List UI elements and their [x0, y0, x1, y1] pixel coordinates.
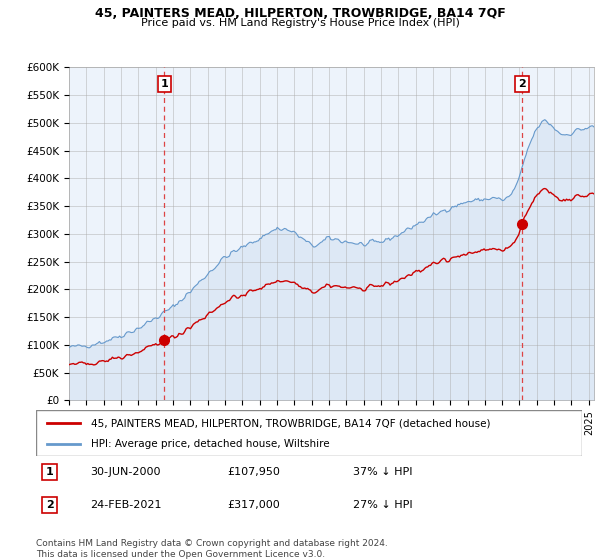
Text: Contains HM Land Registry data © Crown copyright and database right 2024.
This d: Contains HM Land Registry data © Crown c…: [36, 539, 388, 559]
Text: 30-JUN-2000: 30-JUN-2000: [91, 467, 161, 477]
Text: 2: 2: [518, 79, 526, 89]
Text: 37% ↓ HPI: 37% ↓ HPI: [353, 467, 412, 477]
Text: 1: 1: [160, 79, 168, 89]
Text: Price paid vs. HM Land Registry's House Price Index (HPI): Price paid vs. HM Land Registry's House …: [140, 18, 460, 28]
Text: 45, PAINTERS MEAD, HILPERTON, TROWBRIDGE, BA14 7QF (detached house): 45, PAINTERS MEAD, HILPERTON, TROWBRIDGE…: [91, 418, 490, 428]
Text: 2: 2: [46, 500, 53, 510]
Text: 45, PAINTERS MEAD, HILPERTON, TROWBRIDGE, BA14 7QF: 45, PAINTERS MEAD, HILPERTON, TROWBRIDGE…: [95, 7, 505, 20]
Text: £107,950: £107,950: [227, 467, 280, 477]
Text: HPI: Average price, detached house, Wiltshire: HPI: Average price, detached house, Wilt…: [91, 438, 329, 449]
Text: 24-FEB-2021: 24-FEB-2021: [91, 500, 162, 510]
Text: 27% ↓ HPI: 27% ↓ HPI: [353, 500, 412, 510]
Text: £317,000: £317,000: [227, 500, 280, 510]
Text: 1: 1: [46, 467, 53, 477]
